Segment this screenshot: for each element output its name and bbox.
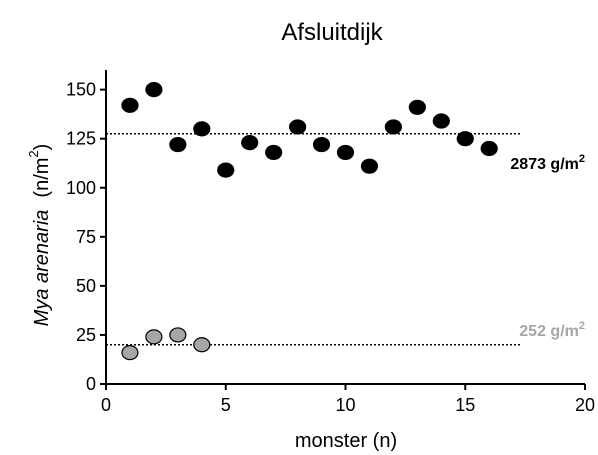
- chart-title: Afsluitdijk: [281, 19, 383, 46]
- y-axis-label-unit-close: ): [31, 144, 53, 151]
- y-tick-label: 50: [76, 276, 96, 296]
- data-point: [360, 158, 379, 174]
- mass-annotation-value: 252 g/m: [519, 323, 579, 340]
- data-point: [336, 144, 355, 161]
- x-tick-label: 15: [455, 395, 475, 415]
- data-point: [265, 144, 283, 161]
- mean-lines: [106, 133, 521, 346]
- y-tick-label: 75: [76, 227, 96, 247]
- data-point: [145, 329, 163, 345]
- data-point: [432, 113, 450, 129]
- data-point: [289, 119, 307, 135]
- y-tick-label: 125: [66, 129, 96, 149]
- mass-annotation-sup: 2: [579, 320, 585, 332]
- mass-annotation-sup: 2: [579, 153, 585, 165]
- data-point: [169, 327, 187, 343]
- y-axis-label-unit: (n/m: [31, 158, 53, 198]
- y-tick-label: 150: [66, 80, 96, 100]
- data-point: [145, 82, 163, 98]
- x-axis-label: monster (n): [295, 430, 397, 452]
- y-axis-label-unit-sup: 2: [26, 150, 41, 157]
- mass-annotation-value: 2873 g/m: [510, 156, 578, 173]
- data-point: [121, 345, 139, 361]
- mass-annotation: 252 g/m2: [519, 320, 585, 340]
- data-point: [480, 140, 498, 157]
- data-points: [121, 82, 498, 361]
- data-point: [456, 131, 474, 147]
- data-point: [241, 135, 259, 151]
- data-point: [169, 136, 187, 153]
- ticks: 0 25 50 75 100 125 150 0 5 10 15 20: [66, 80, 595, 415]
- x-tick-label: 10: [335, 395, 355, 415]
- data-point: [384, 119, 402, 135]
- y-tick-label: 0: [86, 374, 96, 394]
- y-axis-label-species: Mya arenaria: [31, 210, 53, 327]
- mass-annotation: 2873 g/m2: [510, 153, 585, 173]
- y-tick-label: 25: [76, 325, 96, 345]
- data-point: [193, 121, 211, 137]
- x-tick-label: 20: [575, 395, 595, 415]
- data-point: [121, 97, 139, 113]
- data-point: [408, 99, 426, 115]
- y-axis-label: Mya arenaria (n/m2): [26, 144, 53, 327]
- data-point: [312, 136, 331, 153]
- data-point: [193, 337, 211, 353]
- data-point: [217, 162, 235, 178]
- y-tick-label: 100: [66, 178, 96, 198]
- x-tick-label: 5: [221, 395, 231, 415]
- x-tick-label: 0: [101, 395, 111, 415]
